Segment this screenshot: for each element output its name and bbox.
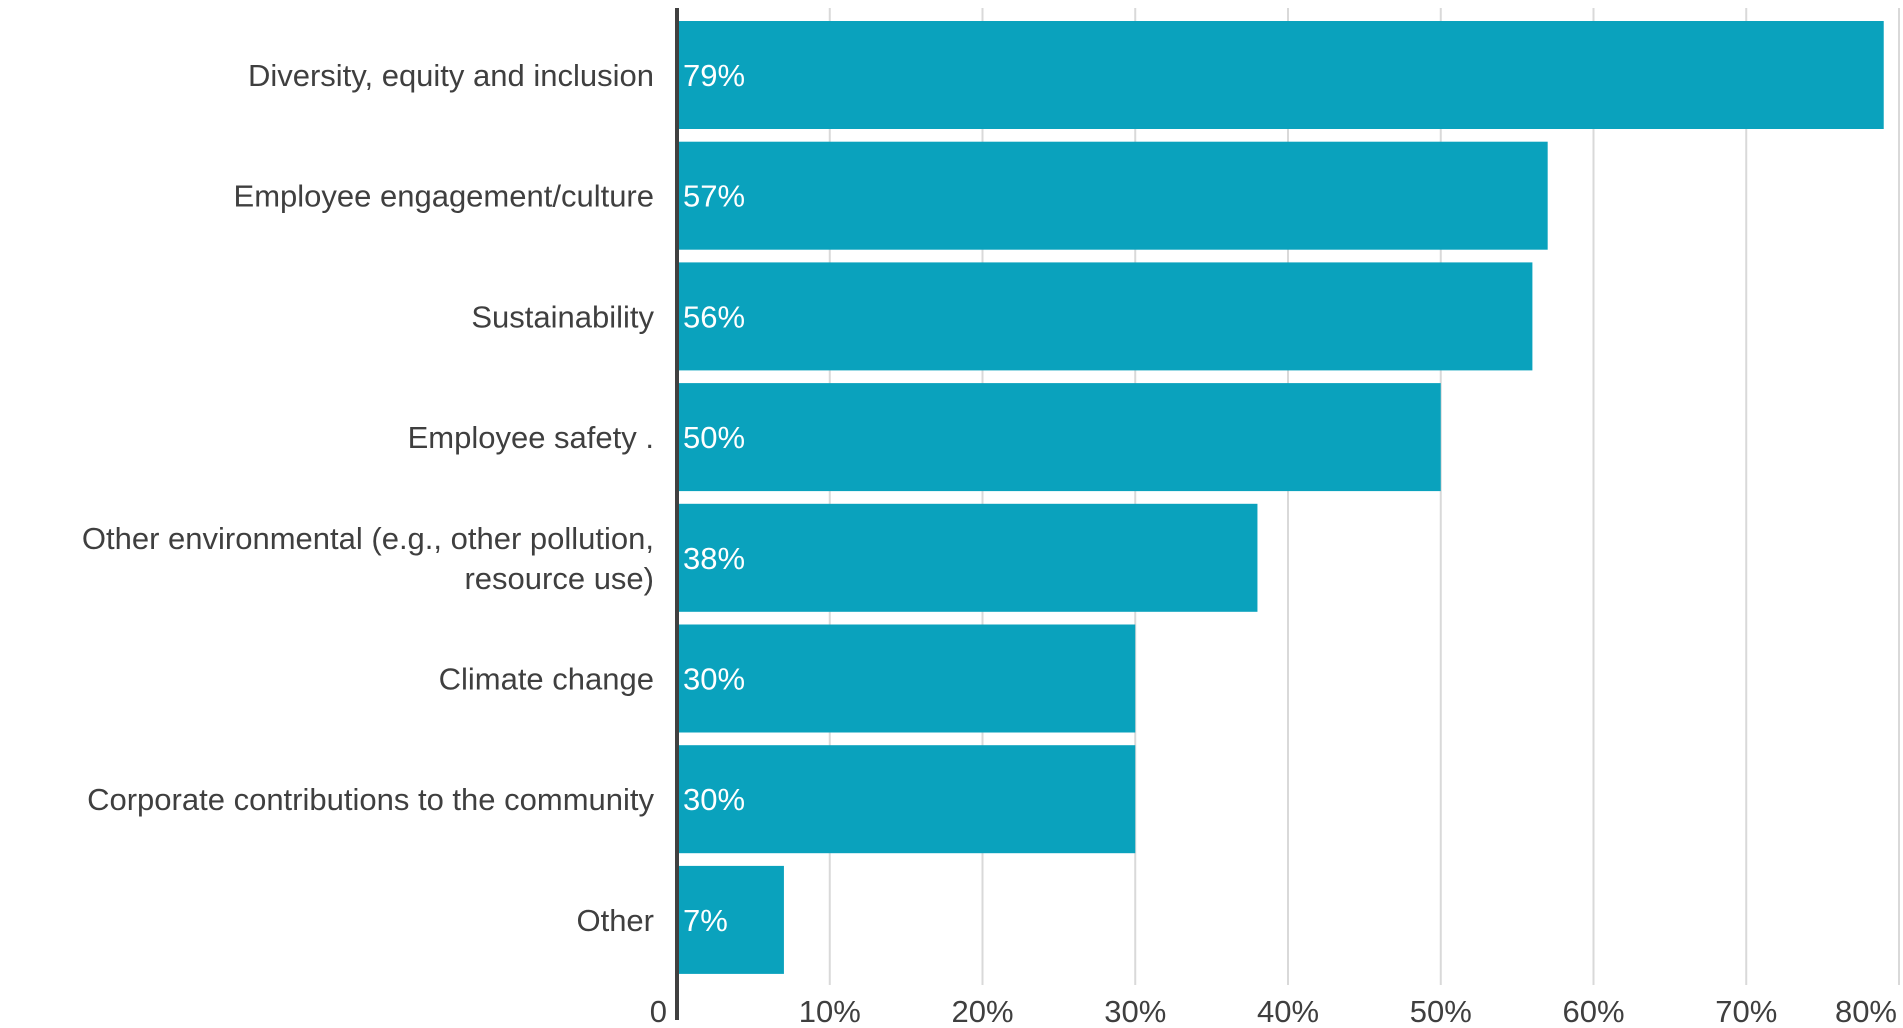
bar (677, 383, 1441, 492)
category-labels: Diversity, equity and inclusion Employee … (82, 58, 655, 938)
bar (677, 624, 1136, 733)
category-label: Other environmental (e.g., other polluti… (82, 521, 654, 596)
x-tick-label: 50% (1410, 994, 1472, 1028)
data-label: 30% (683, 782, 745, 817)
category-label: Diversity, equity and inclusion (248, 58, 654, 93)
value-labels: 79% 57% 56% 50% 38% 30% 30% 7% (683, 58, 745, 938)
x-tick-label: 40% (1257, 994, 1319, 1028)
bar (677, 141, 1548, 250)
data-label: 7% (683, 903, 728, 938)
category-label-line: Other environmental (e.g., other polluti… (82, 521, 654, 556)
category-label-line: Corporate contributions to the community (87, 782, 654, 817)
bar (677, 503, 1258, 612)
x-tick-label: 30% (1104, 994, 1166, 1028)
data-label: 79% (683, 58, 745, 93)
category-label-line: Sustainability (471, 299, 654, 334)
bar (677, 21, 1884, 129)
bar (677, 262, 1533, 371)
category-label-line: Employee engagement/culture (234, 179, 654, 214)
category-label: Employee safety . (408, 420, 654, 455)
category-label-line: Other (576, 903, 654, 938)
category-label: Sustainability (471, 299, 654, 334)
x-tick-label: 70% (1715, 994, 1777, 1028)
category-label: Climate change (439, 662, 654, 697)
bars (677, 21, 1884, 974)
data-label: 56% (683, 299, 745, 334)
x-tick-label: 10% (799, 994, 861, 1028)
x-tick-label: 20% (951, 994, 1013, 1028)
bar (677, 745, 1136, 854)
category-label: Corporate contributions to the community (87, 782, 654, 817)
category-label: Other (576, 903, 654, 938)
x-tick-label: 60% (1562, 994, 1624, 1028)
x-tick-label: 0 (650, 994, 667, 1028)
category-label: Employee engagement/culture (234, 179, 654, 214)
bar (677, 865, 784, 974)
x-tick-label: 80% (1835, 994, 1897, 1028)
x-tick-labels: 0 10% 20% 30% 40% 50% 60% 70% 80% (650, 994, 1897, 1028)
data-label: 50% (683, 420, 745, 455)
category-label-line: Diversity, equity and inclusion (248, 58, 654, 93)
category-label-line: resource use) (464, 561, 654, 596)
data-label: 38% (683, 541, 745, 576)
category-label-line: Employee safety . (408, 420, 654, 455)
data-label: 57% (683, 179, 745, 214)
data-label: 30% (683, 662, 745, 697)
category-label-line: Climate change (439, 662, 654, 697)
